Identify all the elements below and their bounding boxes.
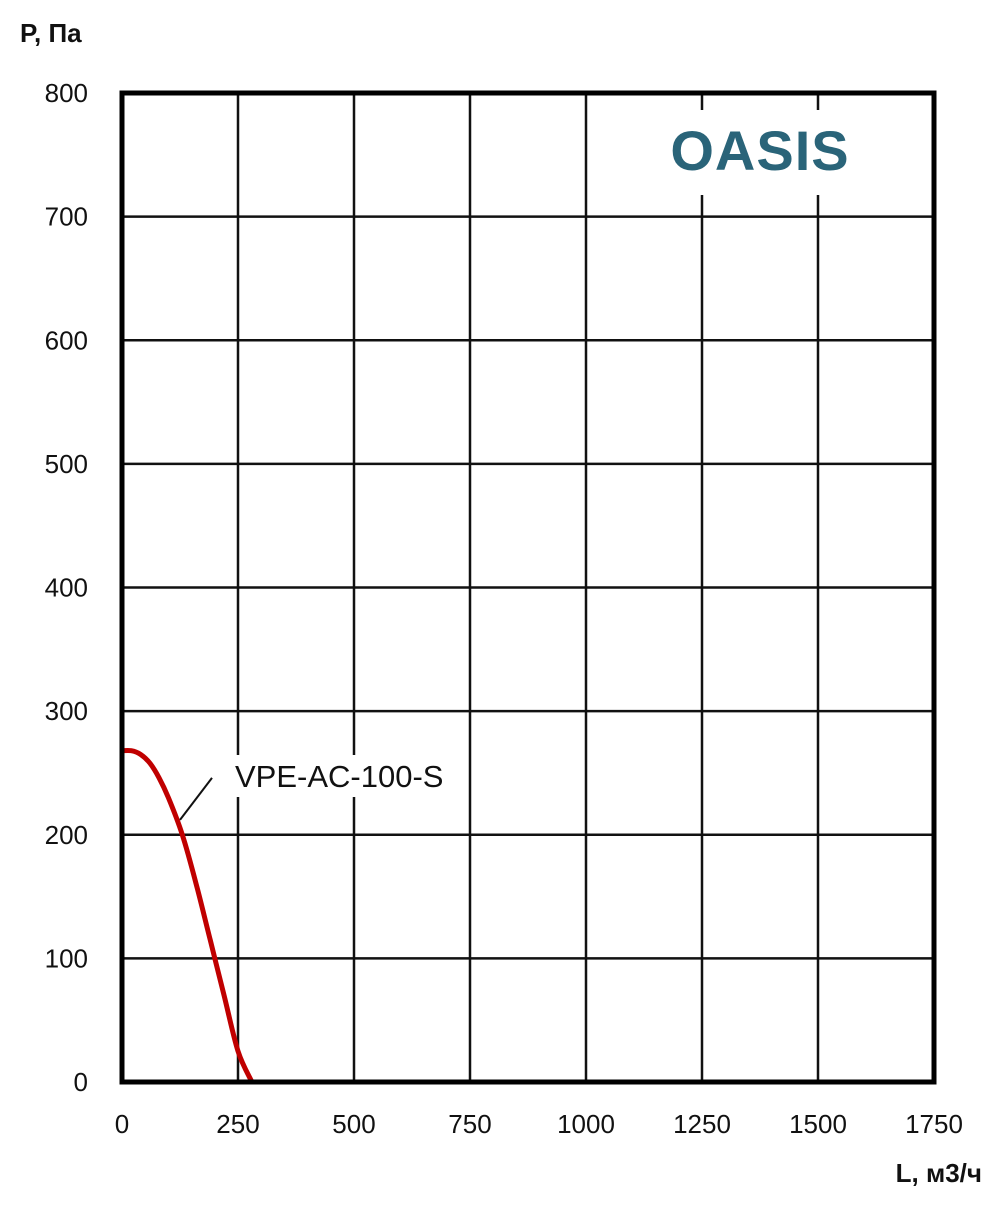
plot-frame <box>119 90 937 1085</box>
x-tick-label: 1250 <box>673 1109 731 1139</box>
x-tick-label: 1750 <box>905 1109 963 1139</box>
series-group <box>119 747 255 1085</box>
x-tick-label: 0 <box>115 1109 129 1139</box>
logo: OASIS <box>660 110 860 195</box>
x-tick-label: 1000 <box>557 1109 615 1139</box>
annotation-group: VPE-AC-100-S <box>179 755 464 821</box>
annotation-series-label: VPE-AC-100-S <box>235 759 443 794</box>
series-line-VPE-AC-100-S <box>119 747 255 1085</box>
y-tick-label: 200 <box>45 820 88 850</box>
y-tick-label: 300 <box>45 696 88 726</box>
x-axis-ticks: 0 250 500 750 1000 1250 1500 1750 <box>115 1109 963 1139</box>
y-tick-label: 600 <box>45 325 88 355</box>
x-tick-label: 500 <box>332 1109 375 1139</box>
y-tick-label: 0 <box>74 1067 88 1097</box>
y-tick-label: 500 <box>45 449 88 479</box>
y-axis-ticks: 0 100 200 300 400 500 600 700 800 <box>45 78 88 1097</box>
y-tick-label: 100 <box>45 943 88 973</box>
logo-background <box>660 110 860 195</box>
y-tick-label: 800 <box>45 78 88 108</box>
x-tick-label: 250 <box>216 1109 259 1139</box>
annotation-leader-line <box>179 777 213 821</box>
logo-text: OASIS <box>670 119 849 182</box>
y-tick-label: 700 <box>45 202 88 232</box>
x-axis-label: L, м3/ч <box>896 1158 982 1188</box>
y-axis-label: P, Па <box>20 18 82 48</box>
y-tick-label: 400 <box>45 573 88 603</box>
grid-lines <box>120 91 936 1084</box>
x-tick-label: 750 <box>448 1109 491 1139</box>
annotation-background <box>228 755 464 797</box>
x-tick-label: 1500 <box>789 1109 847 1139</box>
